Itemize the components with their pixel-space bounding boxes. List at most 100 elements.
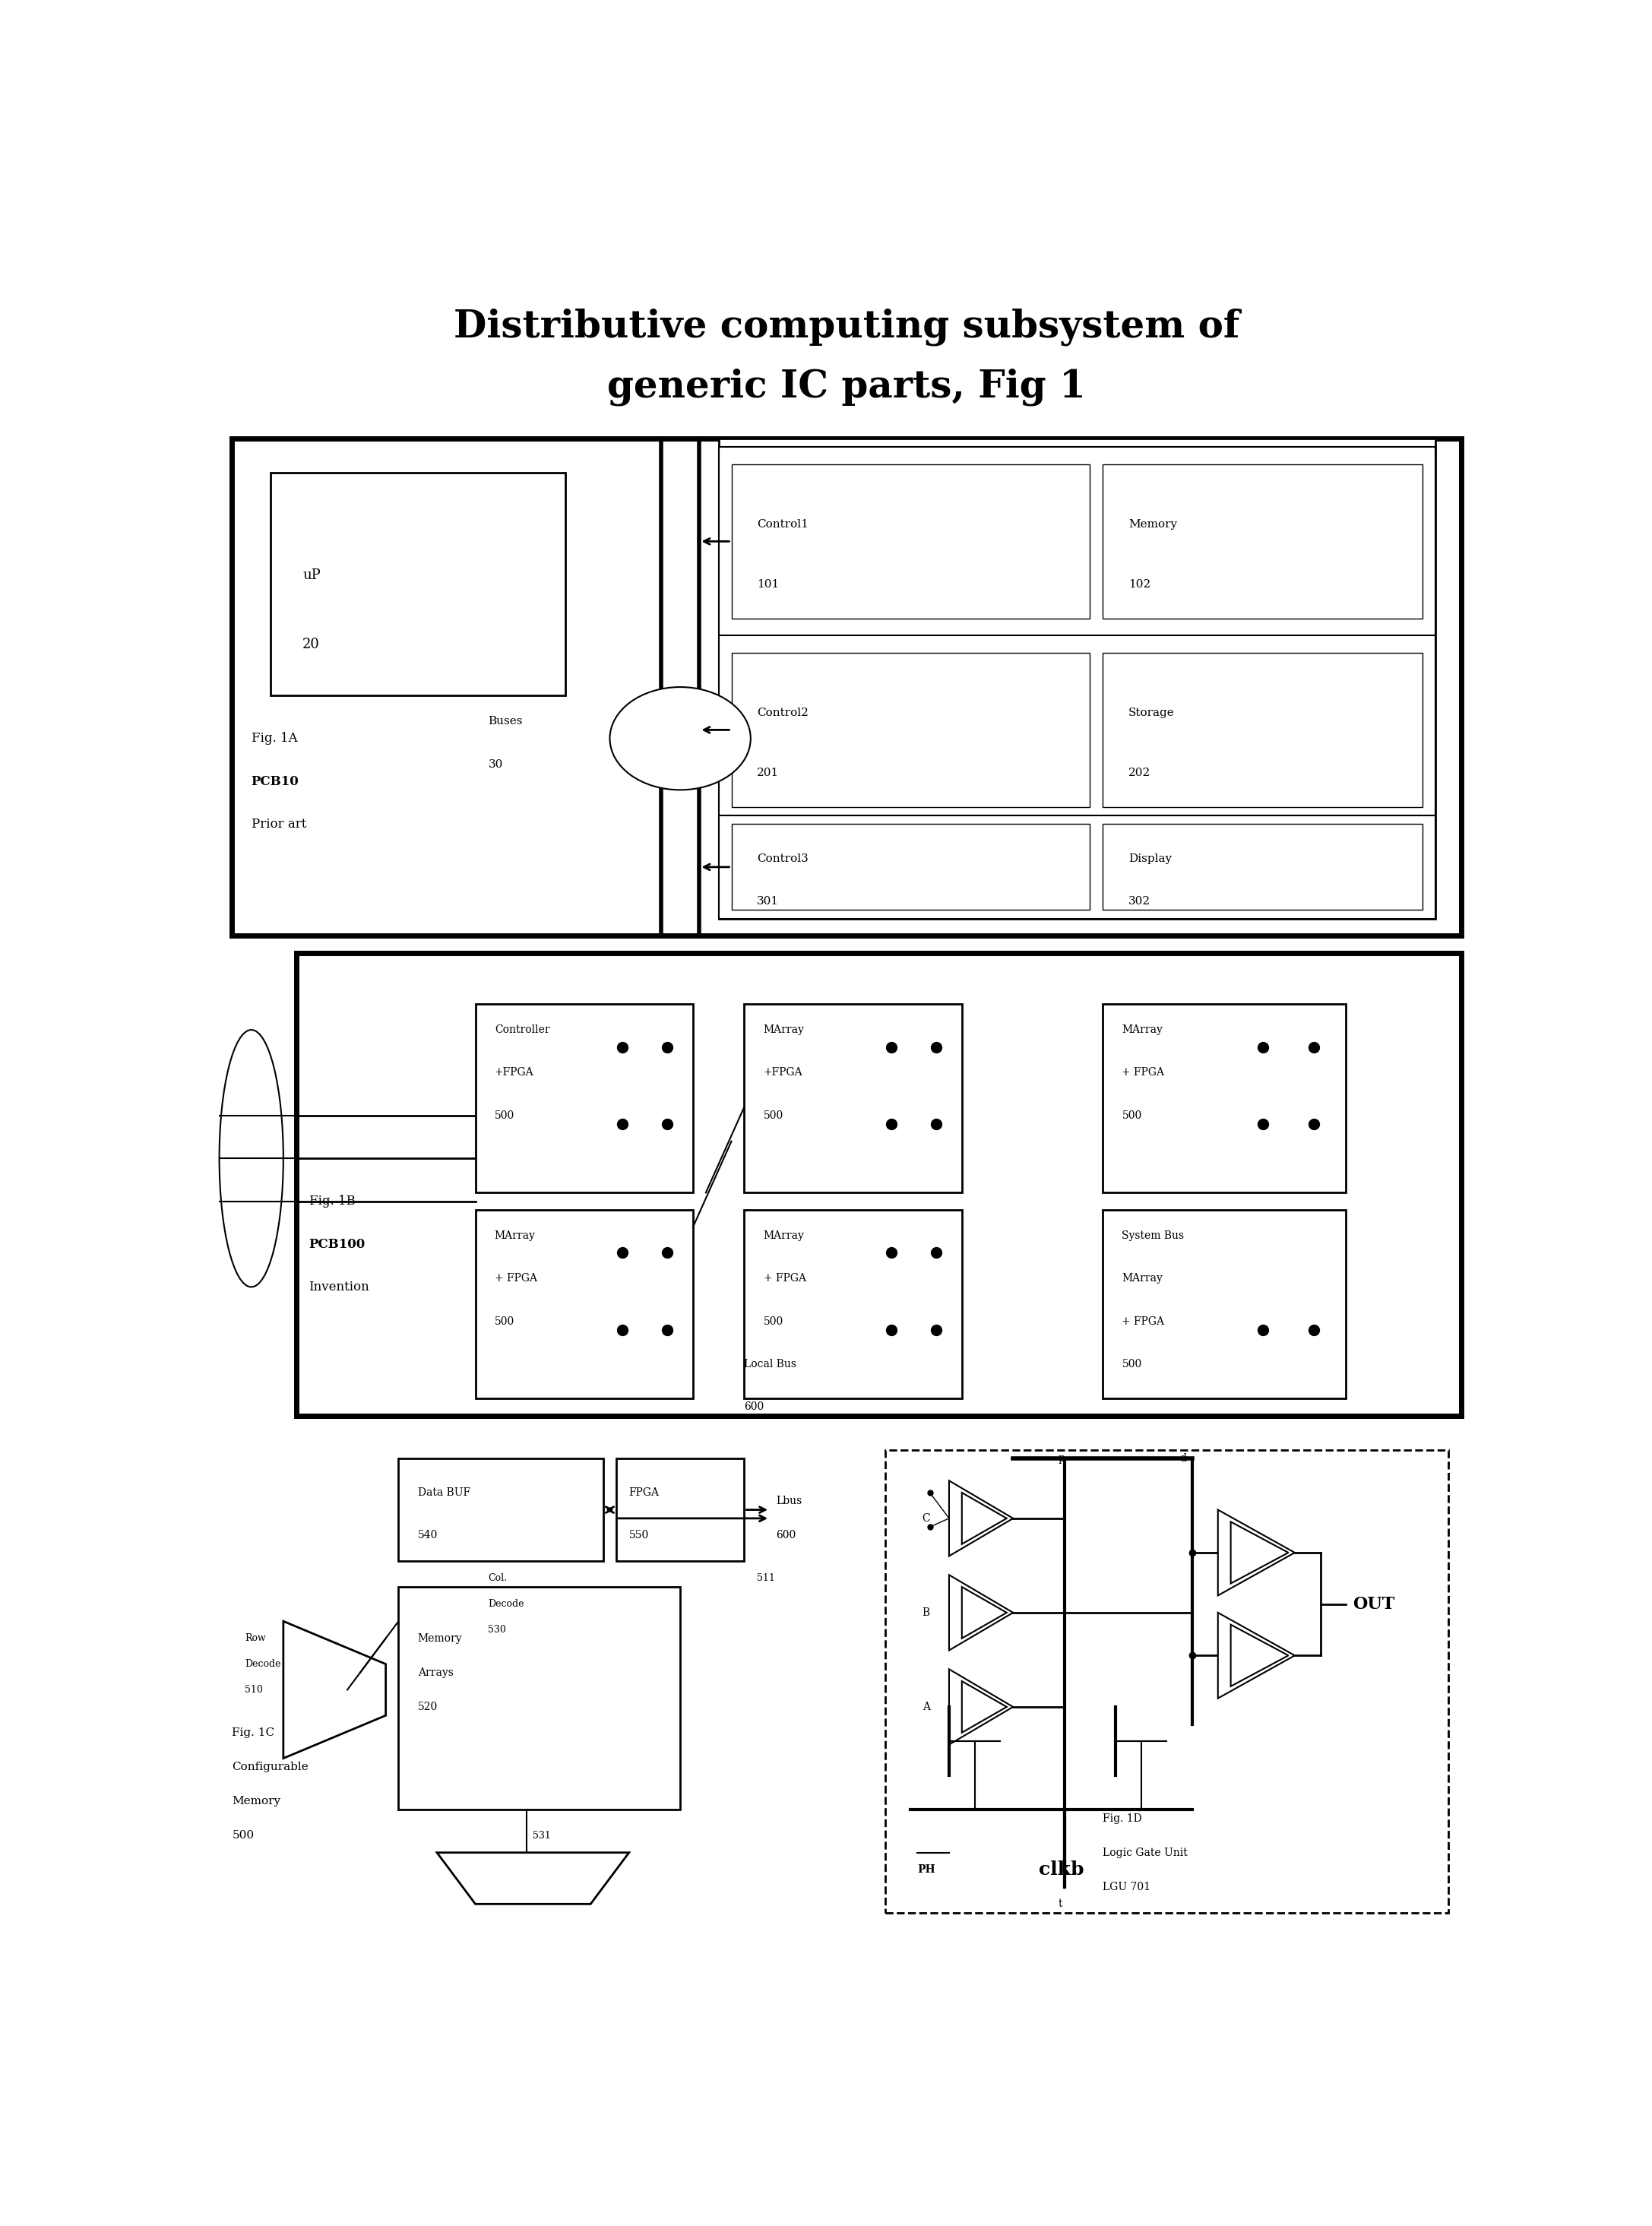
Bar — [732, 465, 1090, 619]
Text: 540: 540 — [418, 1529, 438, 1540]
Bar — [476, 1211, 694, 1398]
Text: MArray: MArray — [763, 1231, 805, 1240]
Text: Local Bus: Local Bus — [743, 1358, 796, 1369]
Text: 301: 301 — [757, 897, 780, 906]
Text: Memory: Memory — [1128, 519, 1176, 530]
Text: + FPGA: + FPGA — [494, 1273, 537, 1284]
Polygon shape — [950, 1576, 1013, 1649]
Text: PH: PH — [917, 1865, 935, 1874]
Text: Data BUF: Data BUF — [418, 1487, 471, 1498]
Text: 531: 531 — [534, 1830, 552, 1841]
Bar — [231, 439, 1462, 935]
Text: System Bus: System Bus — [1122, 1231, 1184, 1240]
Text: +FPGA: +FPGA — [763, 1068, 803, 1077]
Text: 600: 600 — [776, 1529, 796, 1540]
Text: 511: 511 — [757, 1574, 775, 1583]
Text: Decode: Decode — [489, 1598, 524, 1609]
Text: Row: Row — [244, 1634, 266, 1643]
Text: Control1: Control1 — [757, 519, 808, 530]
Bar — [1104, 1211, 1346, 1398]
Text: 500: 500 — [494, 1111, 514, 1122]
Text: clkb: clkb — [1039, 1861, 1084, 1879]
Bar — [732, 824, 1090, 910]
Text: p: p — [1057, 1454, 1064, 1465]
Text: LGU 701: LGU 701 — [1104, 1881, 1150, 1892]
Text: MArray: MArray — [763, 1024, 805, 1035]
Text: Arrays: Arrays — [418, 1667, 453, 1678]
Text: MArray: MArray — [1122, 1024, 1163, 1035]
Text: Buses: Buses — [489, 717, 522, 726]
Ellipse shape — [610, 688, 750, 790]
Text: generic IC parts, Fig 1: generic IC parts, Fig 1 — [608, 367, 1085, 405]
Text: MArray: MArray — [1122, 1273, 1163, 1284]
Bar — [1104, 824, 1422, 910]
Text: 30: 30 — [489, 759, 502, 770]
Text: Distributive computing subsystem of: Distributive computing subsystem of — [454, 309, 1239, 345]
Text: FPGA: FPGA — [629, 1487, 659, 1498]
Polygon shape — [950, 1480, 1013, 1556]
Text: 101: 101 — [757, 579, 780, 590]
Text: Fig. 1C: Fig. 1C — [231, 1727, 274, 1739]
Text: 510: 510 — [244, 1685, 263, 1694]
Text: Storage: Storage — [1128, 708, 1175, 719]
Text: Controller: Controller — [494, 1024, 550, 1035]
Text: + FPGA: + FPGA — [1122, 1068, 1165, 1077]
Bar — [398, 1587, 681, 1810]
Text: Configurable: Configurable — [231, 1761, 309, 1772]
Polygon shape — [1218, 1509, 1295, 1596]
Text: Control2: Control2 — [757, 708, 808, 719]
Text: Display: Display — [1128, 853, 1171, 864]
Text: Memory: Memory — [418, 1634, 463, 1643]
Bar — [732, 652, 1090, 808]
Polygon shape — [1218, 1612, 1295, 1698]
Text: MArray: MArray — [494, 1231, 535, 1240]
Polygon shape — [436, 1852, 629, 1903]
Text: 102: 102 — [1128, 579, 1150, 590]
Bar — [616, 1458, 743, 1560]
Text: C: C — [922, 1514, 930, 1523]
Text: d: d — [1180, 1454, 1186, 1465]
Text: 302: 302 — [1128, 897, 1150, 906]
Ellipse shape — [220, 1031, 284, 1287]
Polygon shape — [950, 1670, 1013, 1745]
Text: Prior art: Prior art — [251, 817, 306, 830]
Polygon shape — [1231, 1523, 1289, 1583]
Text: 20: 20 — [302, 637, 320, 650]
Text: + FPGA: + FPGA — [763, 1273, 806, 1284]
Bar — [719, 815, 1436, 919]
Text: 500: 500 — [763, 1111, 783, 1122]
Text: Invention: Invention — [309, 1280, 370, 1293]
Text: uP: uP — [302, 570, 320, 583]
Text: PCB10: PCB10 — [251, 775, 299, 788]
Text: 500: 500 — [1122, 1111, 1142, 1122]
Bar — [271, 472, 565, 695]
Bar — [743, 1004, 961, 1193]
Bar — [1104, 652, 1422, 808]
Text: PCB100: PCB100 — [309, 1238, 365, 1251]
Text: t: t — [1057, 1899, 1062, 1910]
Bar — [1104, 465, 1422, 619]
Text: 201: 201 — [757, 768, 780, 779]
Text: 530: 530 — [489, 1625, 506, 1634]
Text: Lbus: Lbus — [776, 1496, 803, 1507]
Text: 202: 202 — [1128, 768, 1150, 779]
Polygon shape — [961, 1494, 1006, 1545]
Text: Logic Gate Unit: Logic Gate Unit — [1104, 1848, 1188, 1859]
Text: Fig. 1A: Fig. 1A — [251, 732, 297, 746]
Bar — [719, 439, 1436, 919]
Text: 550: 550 — [629, 1529, 649, 1540]
Text: Memory: Memory — [231, 1796, 281, 1808]
Text: Decode: Decode — [244, 1658, 281, 1670]
Bar — [743, 1211, 961, 1398]
Text: 600: 600 — [743, 1402, 765, 1411]
Polygon shape — [284, 1621, 387, 1759]
Bar — [1104, 1004, 1346, 1193]
Text: Control3: Control3 — [757, 853, 808, 864]
Polygon shape — [961, 1681, 1006, 1732]
Text: 500: 500 — [231, 1830, 254, 1841]
Bar — [719, 447, 1436, 637]
Text: 500: 500 — [494, 1316, 514, 1327]
Text: Col.: Col. — [489, 1574, 507, 1583]
Bar — [398, 1458, 603, 1560]
Text: OUT: OUT — [1353, 1596, 1394, 1612]
